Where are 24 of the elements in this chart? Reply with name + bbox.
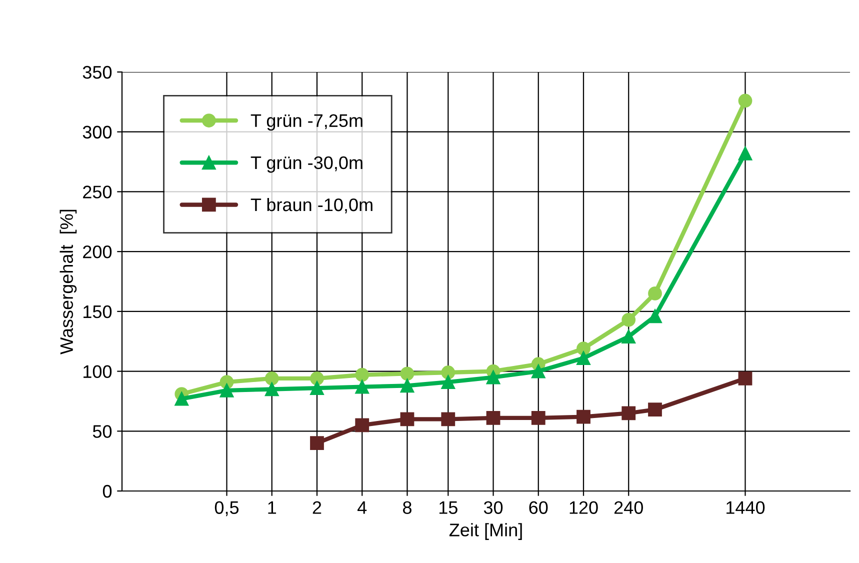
y-tick-label: 350 <box>82 66 112 79</box>
y-tick-label: 100 <box>84 365 112 378</box>
y-tick-label: 200 <box>83 246 112 258</box>
y-axis-title: Wassergehalt [%] <box>60 210 77 354</box>
y-tick-label: 300 <box>82 126 112 139</box>
x-tick-label: 2 <box>312 501 322 514</box>
x-tick-label: 30 <box>484 501 503 514</box>
x-tick-label: 120 <box>570 501 598 514</box>
x-tick-label: 4 <box>358 501 367 514</box>
x-tick-label: 0,5 <box>214 501 239 516</box>
y-tick-label: 50 <box>92 425 112 438</box>
legend-label: T grün -7,25m <box>250 114 362 131</box>
x-tick-label: 60 <box>529 501 548 514</box>
x-tick-label: 1440 <box>726 501 765 514</box>
legend-label: T braun -10,0m <box>250 198 372 214</box>
x-axis-title: Zeit [Min] <box>449 523 522 540</box>
y-tick-label: 150 <box>84 305 112 318</box>
legend-label: T grün -30,0m <box>250 156 362 173</box>
x-tick-label: 8 <box>402 501 412 514</box>
x-tick-label: 15 <box>439 501 458 514</box>
x-tick-label: 240 <box>614 501 643 514</box>
x-tick-label: 1 <box>268 501 276 514</box>
y-tick-label: 250 <box>83 186 112 198</box>
y-tick-label: 0 <box>102 484 112 498</box>
